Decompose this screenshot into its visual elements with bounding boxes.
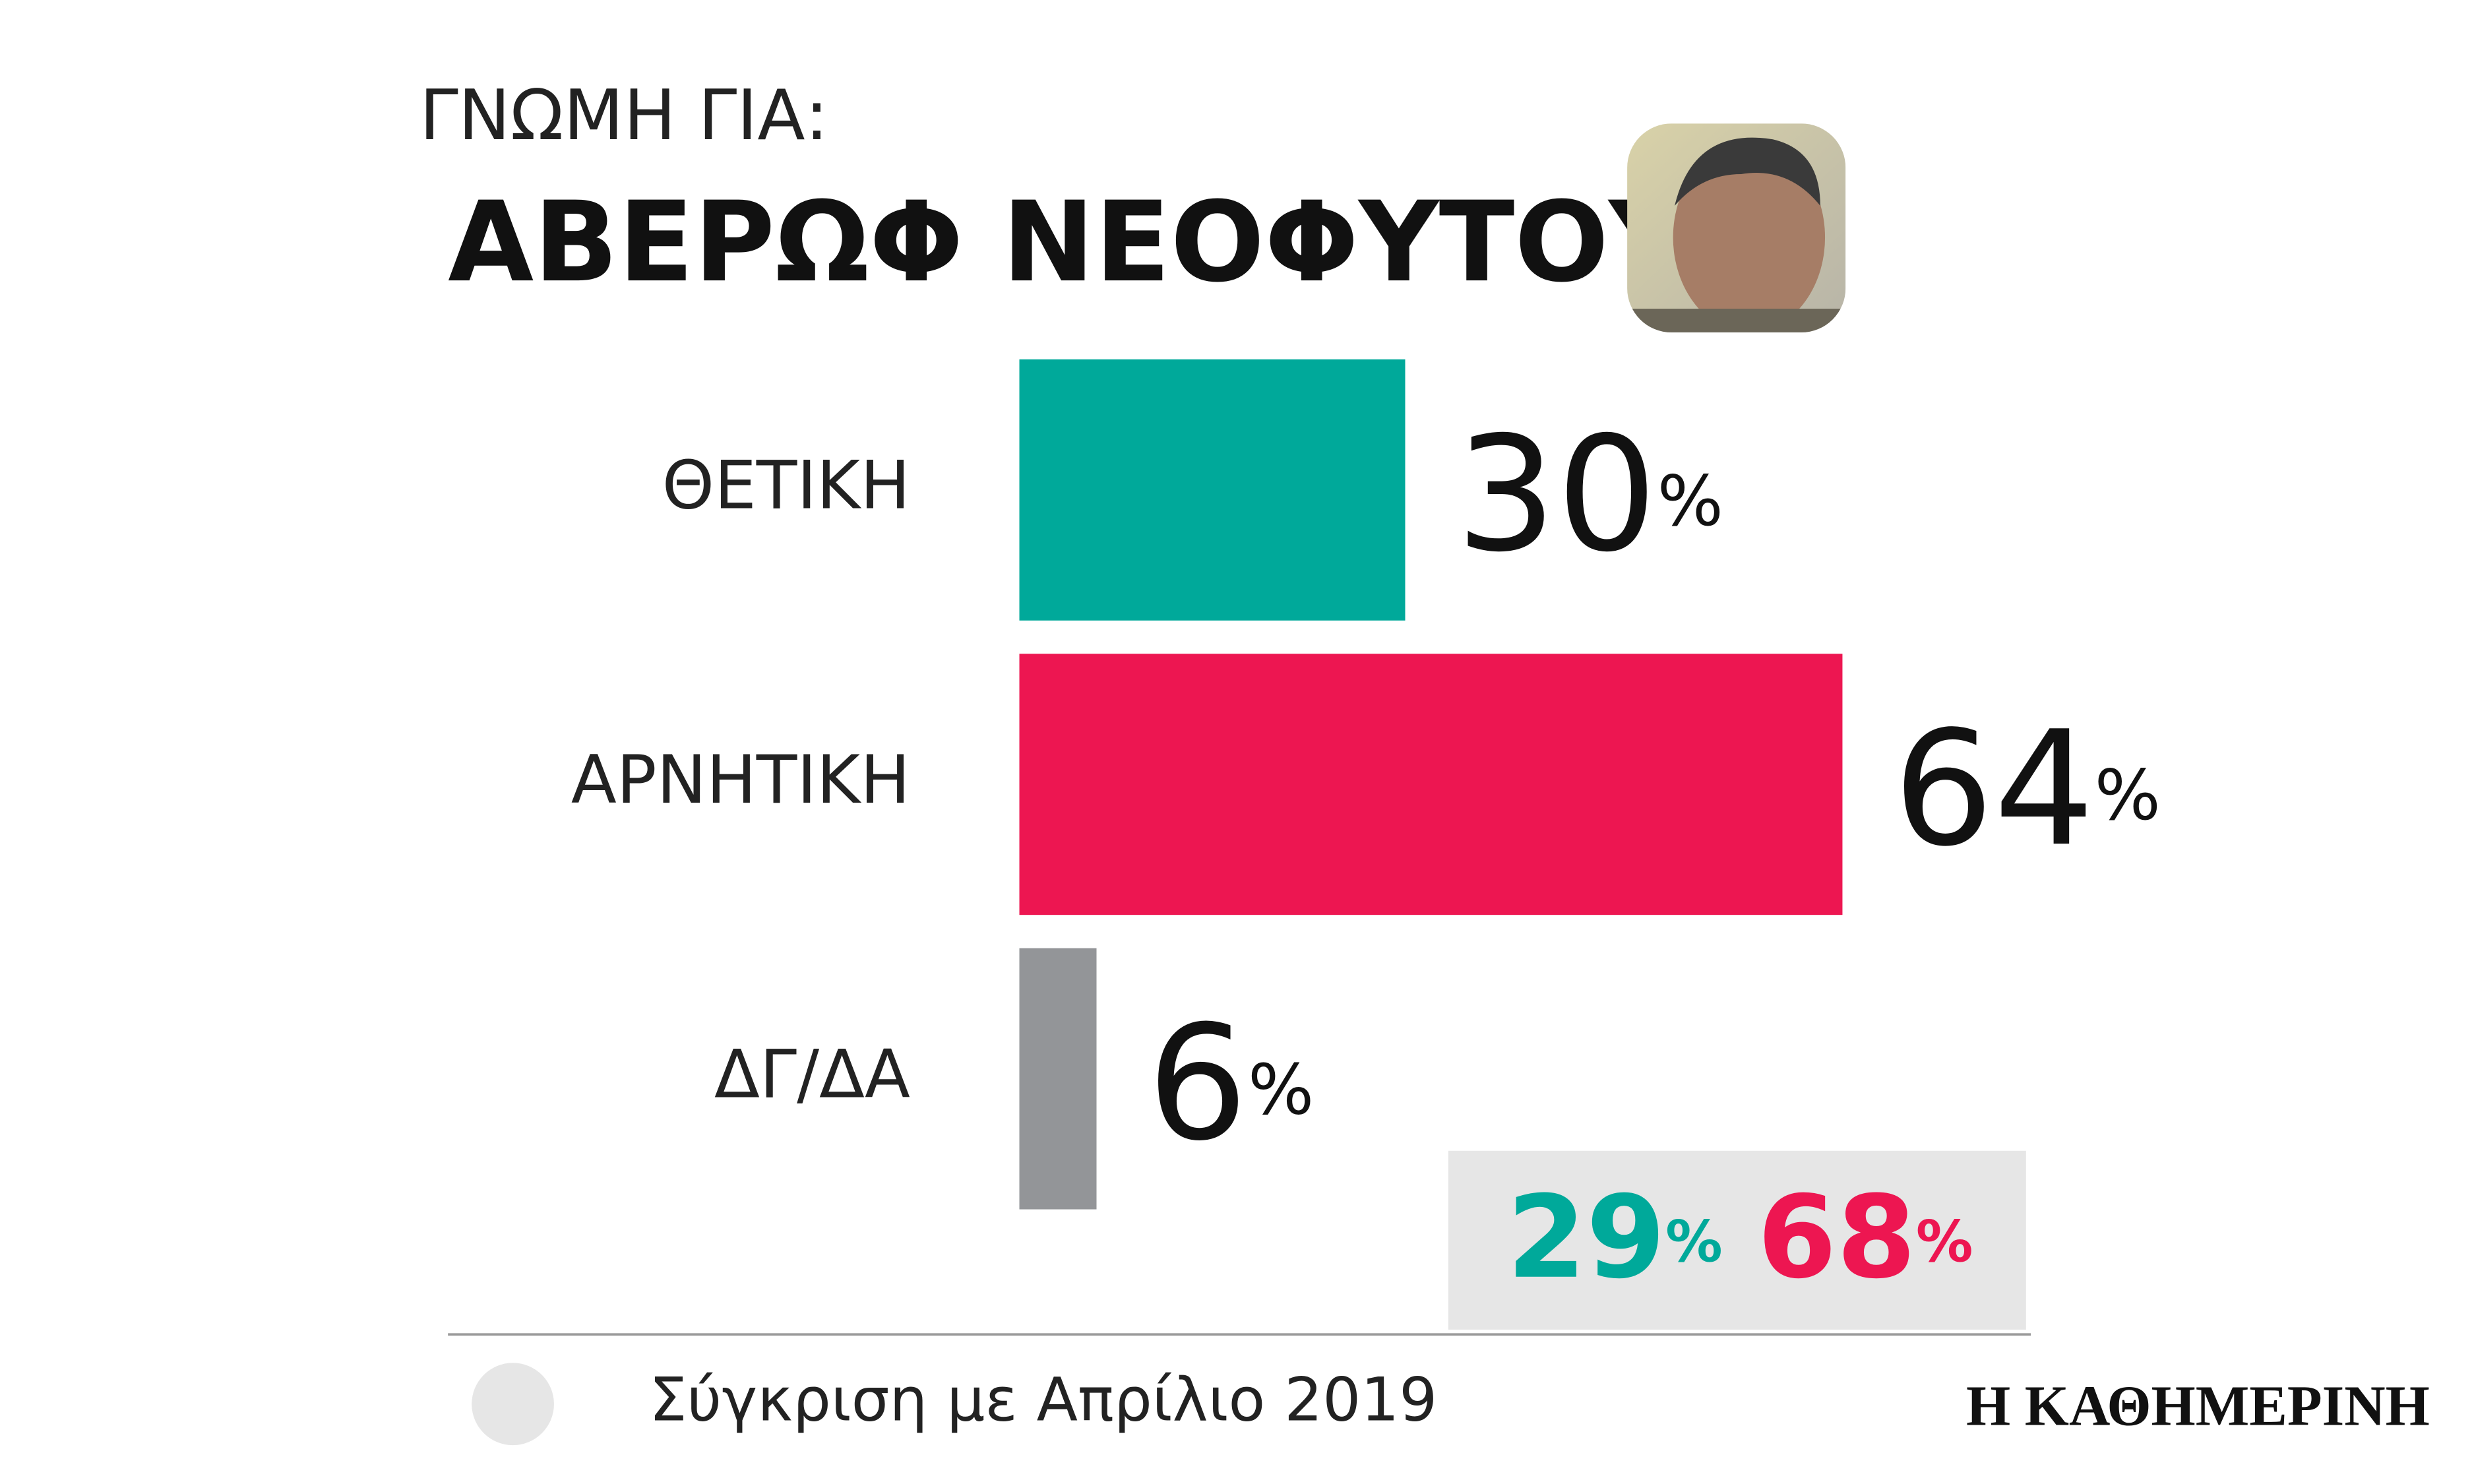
category-label: ΔΓ/ΔΑ bbox=[714, 1035, 910, 1113]
value-number: 30 bbox=[1456, 402, 1657, 587]
comparison-number: 29 bbox=[1507, 1171, 1665, 1304]
portrait bbox=[1627, 123, 1846, 333]
comparison-unit: % bbox=[1916, 1210, 1973, 1276]
value-label: 64% bbox=[1893, 696, 2161, 881]
value-number: 64 bbox=[1893, 696, 2094, 881]
value-unit: % bbox=[1248, 1049, 1314, 1130]
bar bbox=[1019, 359, 1406, 621]
subtitle: ΓΝΩΜΗ ΓΙΑ: bbox=[419, 75, 828, 156]
value-unit: % bbox=[2095, 755, 2161, 836]
comparison-values: 29% 68% bbox=[1507, 1171, 1973, 1304]
legend-marker bbox=[472, 1363, 554, 1446]
title: ΑΒΕΡΩΦ ΝΕΟΦΥΤΟΥ bbox=[448, 177, 1690, 307]
comparison-box bbox=[1448, 1150, 2026, 1330]
bar bbox=[1019, 948, 1097, 1210]
value-label: 30% bbox=[1456, 402, 1723, 587]
category-label: ΘΕΤΙΚΗ bbox=[662, 447, 910, 524]
comparison-number: 68 bbox=[1757, 1171, 1915, 1304]
value-number: 6 bbox=[1147, 991, 1248, 1175]
source-logo: Η ΚΑΘΗΜΕΡΙΝΗ bbox=[1966, 1375, 2430, 1438]
legend-label: Σύγκριση με Απρίλιο 2019 bbox=[649, 1365, 1437, 1435]
value-label: 6% bbox=[1147, 991, 1314, 1175]
value-unit: % bbox=[1657, 460, 1723, 541]
bar bbox=[1019, 654, 1843, 915]
category-label: ΑΡΝΗΤΙΚΗ bbox=[571, 741, 910, 819]
comparison-unit: % bbox=[1665, 1210, 1723, 1276]
